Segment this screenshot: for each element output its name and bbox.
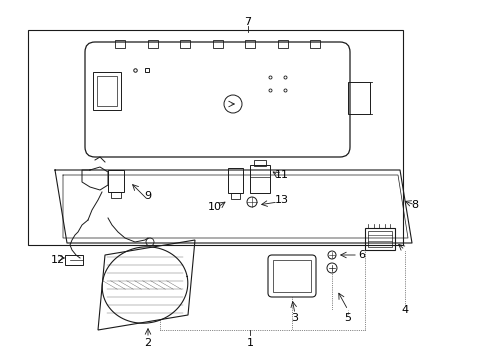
Bar [250,165,270,193]
Bar [348,82,370,114]
Bar [180,40,190,48]
Bar [115,40,125,48]
Text: 3: 3 [292,313,298,323]
Bar [111,192,121,198]
Bar [273,260,311,292]
Text: 8: 8 [412,200,418,210]
Bar [147,40,157,48]
Bar [228,168,243,193]
Bar [277,40,288,48]
Bar [28,30,403,245]
Bar [245,40,255,48]
Text: 4: 4 [401,305,409,315]
Bar [231,193,240,199]
Text: 2: 2 [145,338,151,348]
Bar [254,160,266,166]
Bar [108,170,124,192]
Text: 5: 5 [344,313,351,323]
Text: 6: 6 [359,250,366,260]
Text: 1: 1 [246,338,253,348]
Text: 11: 11 [275,170,289,180]
Text: 10: 10 [208,202,222,212]
Text: 9: 9 [145,191,151,201]
Text: 13: 13 [275,195,289,205]
Text: 7: 7 [245,17,251,27]
Bar [213,40,222,48]
Bar [365,228,395,250]
Bar [368,231,392,247]
Text: 12: 12 [51,255,65,265]
Bar [65,255,83,265]
Bar [310,40,320,48]
Bar [93,72,121,110]
Bar [97,76,117,106]
